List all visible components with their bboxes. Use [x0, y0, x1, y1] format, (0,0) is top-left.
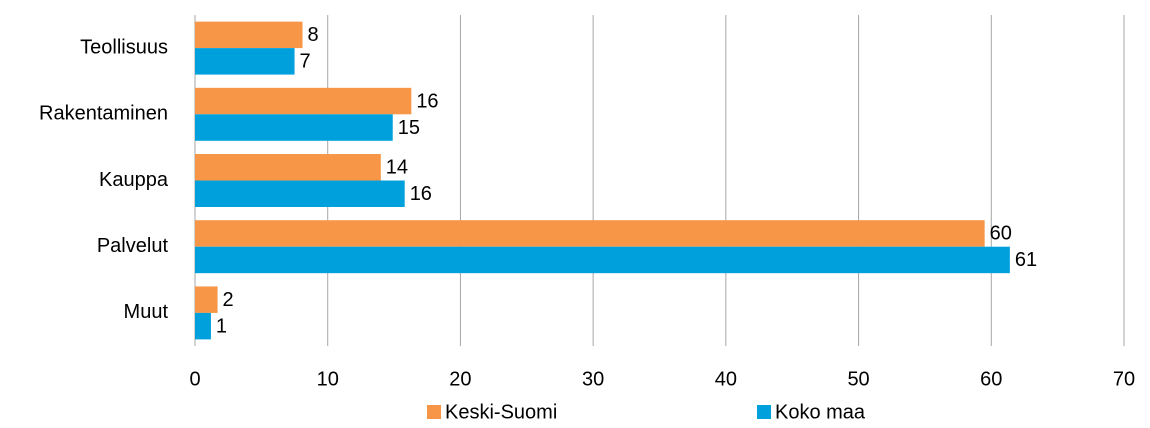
bar: [195, 286, 218, 313]
bar: [195, 21, 303, 49]
data-label: 16: [416, 90, 438, 112]
y-tick-label: Muut: [124, 301, 169, 323]
x-tick-label: 30: [582, 368, 604, 390]
legend-swatch: [757, 405, 771, 419]
bar: [195, 48, 295, 75]
legend-label: Keski-Suomi: [445, 401, 557, 423]
data-label: 8: [307, 24, 318, 46]
data-label: 2: [223, 289, 234, 311]
x-tick-label: 50: [847, 368, 869, 390]
bar: [195, 220, 985, 247]
data-label: 7: [300, 51, 311, 73]
y-tick-label: Palvelut: [97, 235, 169, 257]
data-label: 61: [1015, 249, 1037, 271]
data-label: 14: [386, 157, 408, 179]
bar: [195, 154, 381, 181]
legend-swatch: [427, 405, 441, 419]
bar: [195, 180, 405, 207]
data-label: 1: [216, 315, 227, 337]
data-label: 15: [398, 117, 420, 139]
bar: [195, 312, 211, 340]
y-tick-label: Teollisuus: [80, 36, 168, 58]
y-tick-label: Rakentaminen: [39, 103, 168, 125]
bar: [195, 114, 393, 141]
x-tick-label: 60: [980, 368, 1002, 390]
data-label: 16: [410, 183, 432, 205]
x-tick-label: 0: [189, 368, 200, 390]
legend-label: Koko maa: [775, 401, 866, 423]
y-tick-label: Kauppa: [99, 169, 169, 191]
x-tick-label: 70: [1113, 368, 1135, 390]
x-tick-label: 20: [449, 368, 471, 390]
bar: [195, 246, 1010, 274]
x-tick-label: 40: [715, 368, 737, 390]
data-label: 60: [990, 223, 1012, 245]
bar: [195, 87, 412, 115]
x-tick-label: 10: [317, 368, 339, 390]
